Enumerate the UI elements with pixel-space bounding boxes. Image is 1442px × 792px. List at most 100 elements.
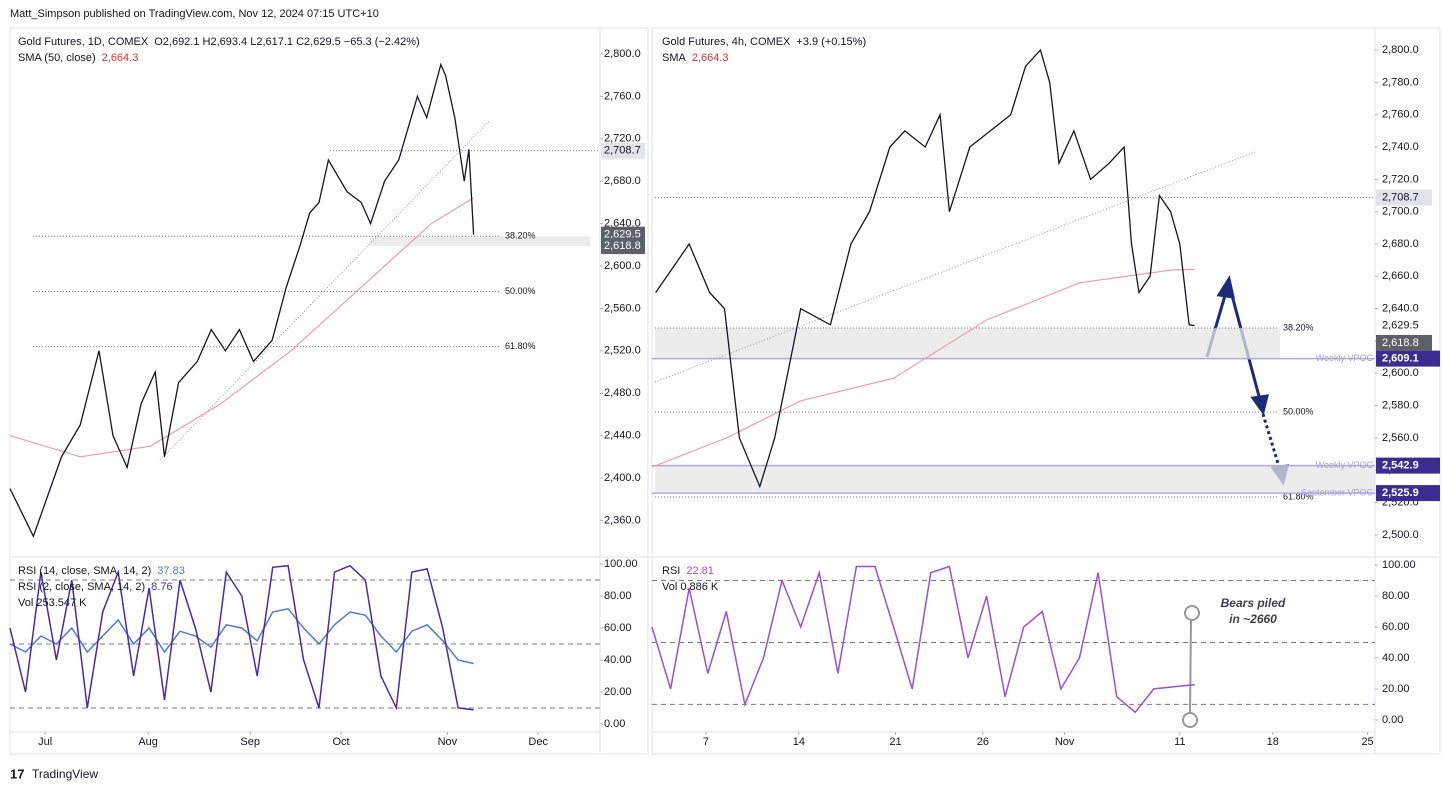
sma-value: 2,664.3 — [692, 52, 729, 64]
fib-label: 61.80% — [505, 341, 536, 351]
trendline — [654, 151, 1256, 383]
price-line — [9, 62, 475, 538]
rsi-name: RSI — [662, 565, 680, 577]
sma-legend: SMA 2,664.3 — [662, 52, 729, 64]
rsi-tick-label: 0.00 — [1382, 714, 1403, 726]
y-tick-label: 2,500.0 — [1382, 529, 1419, 541]
brand-logo: 17 TradingView — [10, 766, 98, 781]
rsi-name: RSI (2, close, SMA, 14, 2) — [18, 581, 145, 593]
rsi-legend: RSI 22.81 — [662, 565, 714, 577]
annotation: in ~2660 — [1229, 612, 1277, 626]
vpoc-tag-label: 2,542.9 — [1382, 460, 1419, 472]
x-tick-label: 14 — [793, 736, 805, 748]
y-tick-label: 2,740.0 — [1382, 141, 1419, 153]
marker-line — [1189, 619, 1192, 714]
rsi-legend: RSI (2, close, SMA, 14, 2) 8.76 — [18, 581, 173, 593]
y-tick-label: 2,720.0 — [604, 133, 641, 145]
sma-name: SMA (50, close) — [18, 52, 96, 64]
x-tick-label: 7 — [703, 736, 709, 748]
quote: O2,692.1 H2,693.4 L2,617.1 C2,629.5 −65.… — [154, 36, 419, 48]
rsi-tick-label: 40.00 — [1382, 652, 1410, 664]
brand: TradingView — [32, 767, 98, 781]
vpoc-tag — [1376, 350, 1440, 367]
rsi-tick-label: 80.00 — [1382, 590, 1410, 602]
rsi-tick-label: 80.00 — [604, 590, 632, 602]
legend-title: Gold Futures, 1D, COMEX O2,692.1 H2,693.4… — [18, 36, 420, 48]
marker-circle — [1184, 605, 1200, 621]
x-tick-label: Aug — [138, 736, 158, 748]
y-tick-label: 2,760.0 — [604, 90, 641, 102]
x-tick-label: Nov — [438, 736, 458, 748]
price-tag-label: 2,629.5 — [604, 229, 641, 241]
x-tick-label: Jul — [38, 736, 52, 748]
left-panel — [9, 27, 649, 755]
rsi-tick-label: 0.00 — [604, 718, 625, 730]
fib-label: 38.20% — [505, 231, 536, 241]
y-tick-label: 2,600.0 — [604, 260, 641, 272]
y-tick-label: 2,520.0 — [604, 345, 641, 357]
price-line — [655, 48, 1195, 489]
y-tick-label: 2,800.0 — [604, 48, 641, 60]
arrow-dotted — [1261, 413, 1282, 471]
y-tick-label: 2,360.0 — [604, 514, 641, 526]
rsi-name: RSI (14, close, SMA, 14, 2) — [18, 565, 151, 577]
x-tick-label: 18 — [1267, 736, 1279, 748]
rsi-value: 37.83 — [157, 565, 185, 577]
y-tick-label: 2,700.0 — [1382, 206, 1419, 218]
x-tick-label: 21 — [889, 736, 901, 748]
price-tag-label: 2,629.5 — [1382, 320, 1419, 332]
title: Gold Futures, 4h, COMEX — [662, 36, 791, 48]
sma-line — [9, 197, 474, 458]
price-tag — [1376, 189, 1432, 206]
marker-circle — [1182, 712, 1198, 728]
fib-label: 50.00% — [1283, 406, 1314, 416]
y-tick-label: 2,480.0 — [604, 387, 641, 399]
price-tag — [1376, 334, 1432, 351]
price-tag — [601, 142, 645, 159]
x-tick-label: Sep — [240, 736, 260, 748]
rsi-tick-label: 20.00 — [604, 686, 632, 698]
rsi-line — [651, 565, 1195, 714]
x-tick-label: Dec — [528, 736, 548, 748]
y-tick-label: 2,800.0 — [1382, 44, 1419, 56]
rsi-value: 22.81 — [686, 565, 714, 577]
x-tick-label: 26 — [977, 736, 989, 748]
y-tick-label: 2,560.0 — [1382, 432, 1419, 444]
y-tick-label: 2,640.0 — [1382, 303, 1419, 315]
rsi-value: 8.76 — [151, 581, 172, 593]
rsi-tick-label: 20.00 — [1382, 683, 1410, 695]
y-tick-label: 2,760.0 — [1382, 109, 1419, 121]
header: Matt_Simpson published on TradingView.co… — [10, 8, 379, 20]
y-tick-label: 2,660.0 — [1382, 270, 1419, 282]
sma-legend: SMA (50, close) 2,664.3 — [18, 52, 138, 64]
rsi-line — [9, 564, 474, 711]
x-tick-label: 25 — [1361, 736, 1373, 748]
quote: +3.9 (+0.15%) — [796, 36, 866, 48]
y-tick-label: 2,560.0 — [604, 302, 641, 314]
vpoc-tag — [1376, 485, 1440, 502]
volume-legend: Vol 253.547 K — [18, 597, 87, 609]
fib-label: 38.20% — [1283, 322, 1314, 332]
y-tick-label: 2,400.0 — [604, 472, 641, 484]
rsi-tick-label: 40.00 — [604, 654, 632, 666]
volume-legend: Vol 0.886 K — [662, 581, 719, 593]
y-tick-label: 2,680.0 — [604, 175, 641, 187]
vpoc-name: September VPOC — [1301, 487, 1374, 497]
rsi-tick-label: 60.00 — [604, 622, 632, 634]
rsi-line — [9, 607, 474, 665]
x-tick-label: Nov — [1055, 736, 1075, 748]
y-tick-label: 2,580.0 — [1382, 400, 1419, 412]
y-tick-label: 2,440.0 — [604, 430, 641, 442]
zone — [655, 465, 1375, 494]
fib-label: 50.00% — [505, 286, 536, 296]
price-tag — [601, 238, 645, 255]
y-tick-label: 2,600.0 — [1382, 367, 1419, 379]
y-tick-label: 2,680.0 — [1382, 238, 1419, 250]
right-panel — [651, 27, 1441, 755]
vpoc-name: Weekly VPOC — [1316, 460, 1374, 470]
zone — [655, 328, 1280, 359]
price-tag-label: 2,708.7 — [604, 145, 641, 157]
